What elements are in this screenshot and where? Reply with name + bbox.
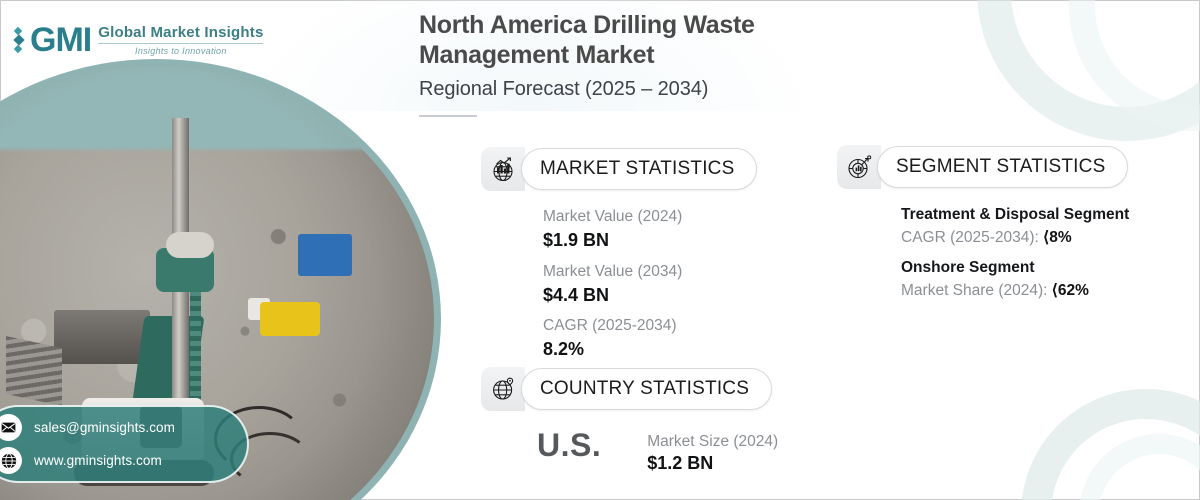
donut-chart-target-icon	[837, 145, 881, 189]
decorative-ring-top-right	[977, 0, 1200, 141]
hero-site-shed	[54, 310, 150, 364]
decorative-ring-top-right-inner	[1069, 0, 1200, 131]
hero-rig-auger	[190, 266, 201, 446]
market-value-2024-label: Market Value (2024)	[543, 208, 683, 225]
segment-treatment-title: Treatment & Disposal Segment	[901, 206, 1130, 223]
globe-bar-chart-icon	[481, 147, 525, 191]
page-subtitle: Regional Forecast (2025 – 2034)	[419, 78, 709, 100]
segment-statistics-title: SEGMENT STATISTICS	[877, 146, 1129, 188]
globe-pin-icon	[481, 367, 525, 411]
segment-onshore-title: Onshore Segment	[901, 258, 1035, 276]
segment-treatment-metric-value: ⟨8%	[1043, 229, 1072, 247]
logo-divider	[98, 43, 264, 44]
market-statistics-list: Market Value (2024) $1.9 BN Market Value…	[481, 205, 757, 362]
market-value-2034-value: $4.4 BN	[543, 284, 610, 305]
segment-onshore-metric-value: ⟨62%	[1051, 281, 1089, 299]
brand-logo[interactable]: GMI Global Market Insights Insights to I…	[13, 21, 264, 59]
market-cagr-label: CAGR (2025-2034)	[543, 317, 677, 335]
country-market-size-value: $1.2 BN	[647, 453, 714, 474]
country-statistics-header[interactable]: COUNTRY STATISTICS	[481, 367, 778, 411]
market-cagr-value: 8.2%	[543, 339, 585, 360]
segment-treatment-metric: CAGR (2025-2034): ⟨8%	[901, 226, 1129, 249]
market-statistics-header[interactable]: MARKET STATISTICS	[481, 147, 758, 191]
globe-icon	[0, 447, 22, 474]
logo-gmi-text: GMI	[30, 21, 92, 59]
segment-onshore-metric-label: Market Share (2024):	[901, 281, 1048, 299]
decorative-ring-bottom-right	[1021, 389, 1200, 500]
segment-onshore-metric: Market Share (2024): ⟨62%	[901, 279, 1129, 302]
contact-email-text: sales@gminsights.com	[34, 420, 176, 435]
market-statistics-title: MARKET STATISTICS	[521, 148, 758, 190]
segment-statistics-list: Treatment & Disposal Segment CAGR (2025-…	[837, 203, 1129, 302]
contact-website-text: www.gminsights.com	[34, 453, 162, 468]
segment-statistics-panel: SEGMENT STATISTICS Treatment & Disposal …	[837, 145, 1129, 308]
country-market-size: Market Size (2024) $1.2 BN	[647, 431, 778, 474]
title-divider	[419, 115, 477, 117]
logo-tagline: Insights to Innovation	[135, 46, 227, 56]
contact-email-row[interactable]: sales@gminsights.com	[0, 414, 247, 441]
segment-statistics-header[interactable]: SEGMENT STATISTICS	[837, 145, 1129, 189]
page-title: North America Drilling Waste Management …	[419, 11, 755, 69]
country-market-size-label: Market Size (2024)	[647, 433, 779, 450]
hero-yellow-truck	[260, 302, 320, 336]
contact-pill: sales@gminsights.com www.gminsights.com	[0, 405, 249, 483]
hero-rig-head-cap	[166, 232, 214, 258]
segment-treatment-metric-label: CAGR (2025-2034):	[901, 229, 1039, 247]
country-name: U.S.	[537, 427, 602, 463]
market-value-2034-label: Market Value (2034)	[543, 262, 683, 280]
market-statistics-panel: MARKET STATISTICS Market Value (2024) $1…	[481, 147, 758, 366]
logo-diamond-mark	[13, 26, 25, 54]
envelope-icon	[0, 414, 22, 441]
hero-blue-cabin	[298, 234, 352, 276]
contact-website-row[interactable]: www.gminsights.com	[0, 447, 247, 474]
title-block: North America Drilling Waste Management …	[419, 11, 849, 117]
country-statistics-body: U.S. Market Size (2024) $1.2 BN	[481, 429, 778, 474]
country-statistics-title: COUNTRY STATISTICS	[521, 368, 773, 410]
market-value-2024-value: $1.9 BN	[543, 230, 610, 251]
country-statistics-panel: COUNTRY STATISTICS U.S. Market Size (202…	[481, 367, 778, 474]
logo-company-name: Global Market Insights	[98, 24, 264, 41]
decorative-ring-bottom-right-inner	[1079, 434, 1200, 500]
